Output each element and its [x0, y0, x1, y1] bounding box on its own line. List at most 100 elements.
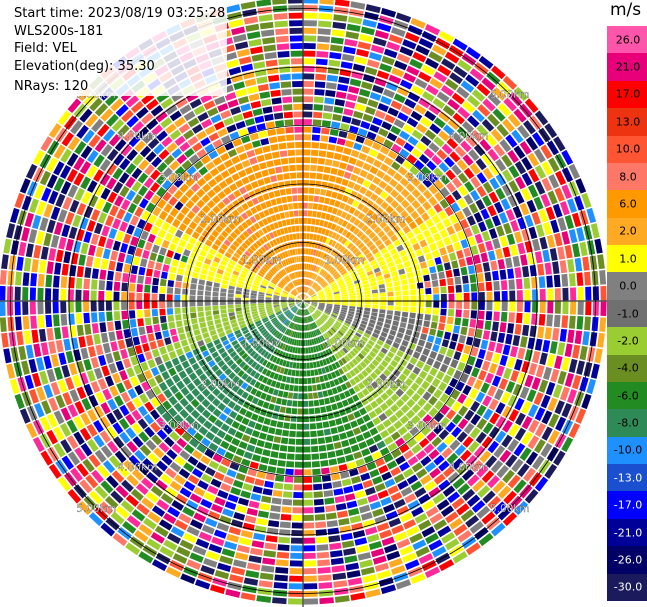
velocity-gate	[324, 288, 331, 293]
velocity-gate	[338, 463, 348, 472]
velocity-gate	[517, 347, 526, 360]
velocity-gate	[266, 160, 274, 168]
velocity-gate	[292, 272, 296, 279]
velocity-gate	[151, 301, 158, 309]
velocity-gate	[275, 288, 282, 293]
velocity-gate	[429, 123, 441, 135]
velocity-gate	[539, 288, 546, 301]
velocity-gate	[297, 287, 301, 293]
velocity-gate	[261, 317, 269, 322]
velocity-gate	[377, 279, 385, 285]
velocity-gate	[102, 248, 111, 260]
velocity-gate	[217, 382, 226, 391]
velocity-gate	[418, 493, 431, 505]
velocity-gate	[554, 355, 563, 370]
velocity-gate	[382, 268, 390, 275]
velocity-gate	[128, 454, 141, 467]
velocity-gate	[179, 183, 189, 194]
velocity-gate	[323, 284, 329, 289]
velocity-gate	[322, 342, 327, 350]
velocity-gate	[405, 204, 415, 214]
velocity-gate	[369, 427, 379, 436]
velocity-gate	[385, 338, 393, 346]
velocity-gate	[385, 398, 394, 407]
velocity-gate	[314, 285, 320, 291]
velocity-gate	[258, 130, 268, 139]
velocity-gate	[202, 263, 210, 270]
velocity-gate	[374, 406, 383, 416]
velocity-gate	[185, 242, 194, 251]
velocity-gate	[80, 347, 89, 360]
velocity-gate	[414, 432, 425, 443]
velocity-gate	[317, 267, 322, 274]
velocity-gate	[553, 136, 566, 152]
colorbar-tick-label: -30.0	[613, 580, 643, 594]
velocity-gate	[324, 309, 331, 314]
velocity-gate	[442, 466, 455, 478]
velocity-gate	[362, 283, 370, 288]
velocity-gate	[339, 392, 346, 400]
velocity-gate	[318, 294, 325, 297]
velocity-gate	[331, 354, 337, 362]
velocity-gate	[305, 287, 309, 293]
velocity-gate	[286, 250, 291, 257]
velocity-gate	[280, 279, 286, 285]
velocity-gate	[258, 296, 265, 299]
velocity-gate	[106, 412, 117, 425]
azimuth-spoke	[302, 32, 459, 302]
velocity-gate	[524, 98, 539, 114]
velocity-gate	[517, 372, 527, 385]
velocity-gate	[267, 310, 274, 315]
velocity-gate	[309, 290, 314, 296]
velocity-gate	[376, 275, 384, 281]
velocity-gate	[0, 301, 6, 317]
velocity-gate	[195, 240, 204, 249]
velocity-gate	[189, 301, 196, 307]
velocity-gate	[275, 566, 289, 574]
velocity-gate	[293, 492, 303, 499]
velocity-gate	[345, 222, 353, 230]
velocity-gate	[117, 124, 130, 137]
velocity-gate	[396, 263, 404, 270]
velocity-gate	[375, 458, 386, 468]
range-ring-label: 2.00km	[200, 213, 240, 225]
velocity-gate	[325, 82, 337, 90]
velocity-gate	[291, 408, 298, 415]
velocity-gate	[505, 134, 518, 148]
velocity-gate	[305, 347, 309, 354]
velocity-gate	[204, 301, 211, 306]
velocity-gate	[102, 460, 116, 474]
velocity-gate	[315, 310, 321, 315]
velocity-gate	[283, 111, 293, 119]
velocity-gate	[451, 413, 463, 425]
velocity-gate	[334, 302, 341, 305]
velocity-gate	[352, 483, 364, 492]
velocity-gate	[280, 297, 287, 300]
velocity-gate	[470, 189, 481, 202]
velocity-gate	[324, 197, 331, 205]
velocity-gate	[309, 291, 315, 296]
velocity-gate	[201, 398, 211, 408]
velocity-gate	[365, 588, 381, 598]
velocity-gate	[348, 310, 355, 315]
velocity-gate	[423, 320, 431, 328]
velocity-gate	[480, 208, 490, 220]
velocity-gate	[364, 486, 376, 496]
velocity-gate	[238, 349, 246, 357]
velocity-gate	[228, 371, 236, 380]
velocity-gate	[157, 393, 167, 404]
velocity-gate	[579, 345, 588, 361]
velocity-gate	[333, 307, 340, 311]
velocity-gate	[180, 255, 189, 263]
velocity-gate	[252, 313, 259, 318]
velocity-gate	[434, 191, 444, 202]
velocity-gate	[311, 304, 317, 307]
velocity-gate	[348, 387, 356, 396]
velocity-gate	[275, 349, 281, 356]
velocity-gate	[309, 306, 314, 312]
velocity-gate	[321, 282, 328, 287]
velocity-gate	[134, 384, 144, 396]
velocity-gate	[439, 363, 449, 373]
velocity-gate	[311, 314, 316, 321]
velocity-gate	[193, 486, 206, 497]
